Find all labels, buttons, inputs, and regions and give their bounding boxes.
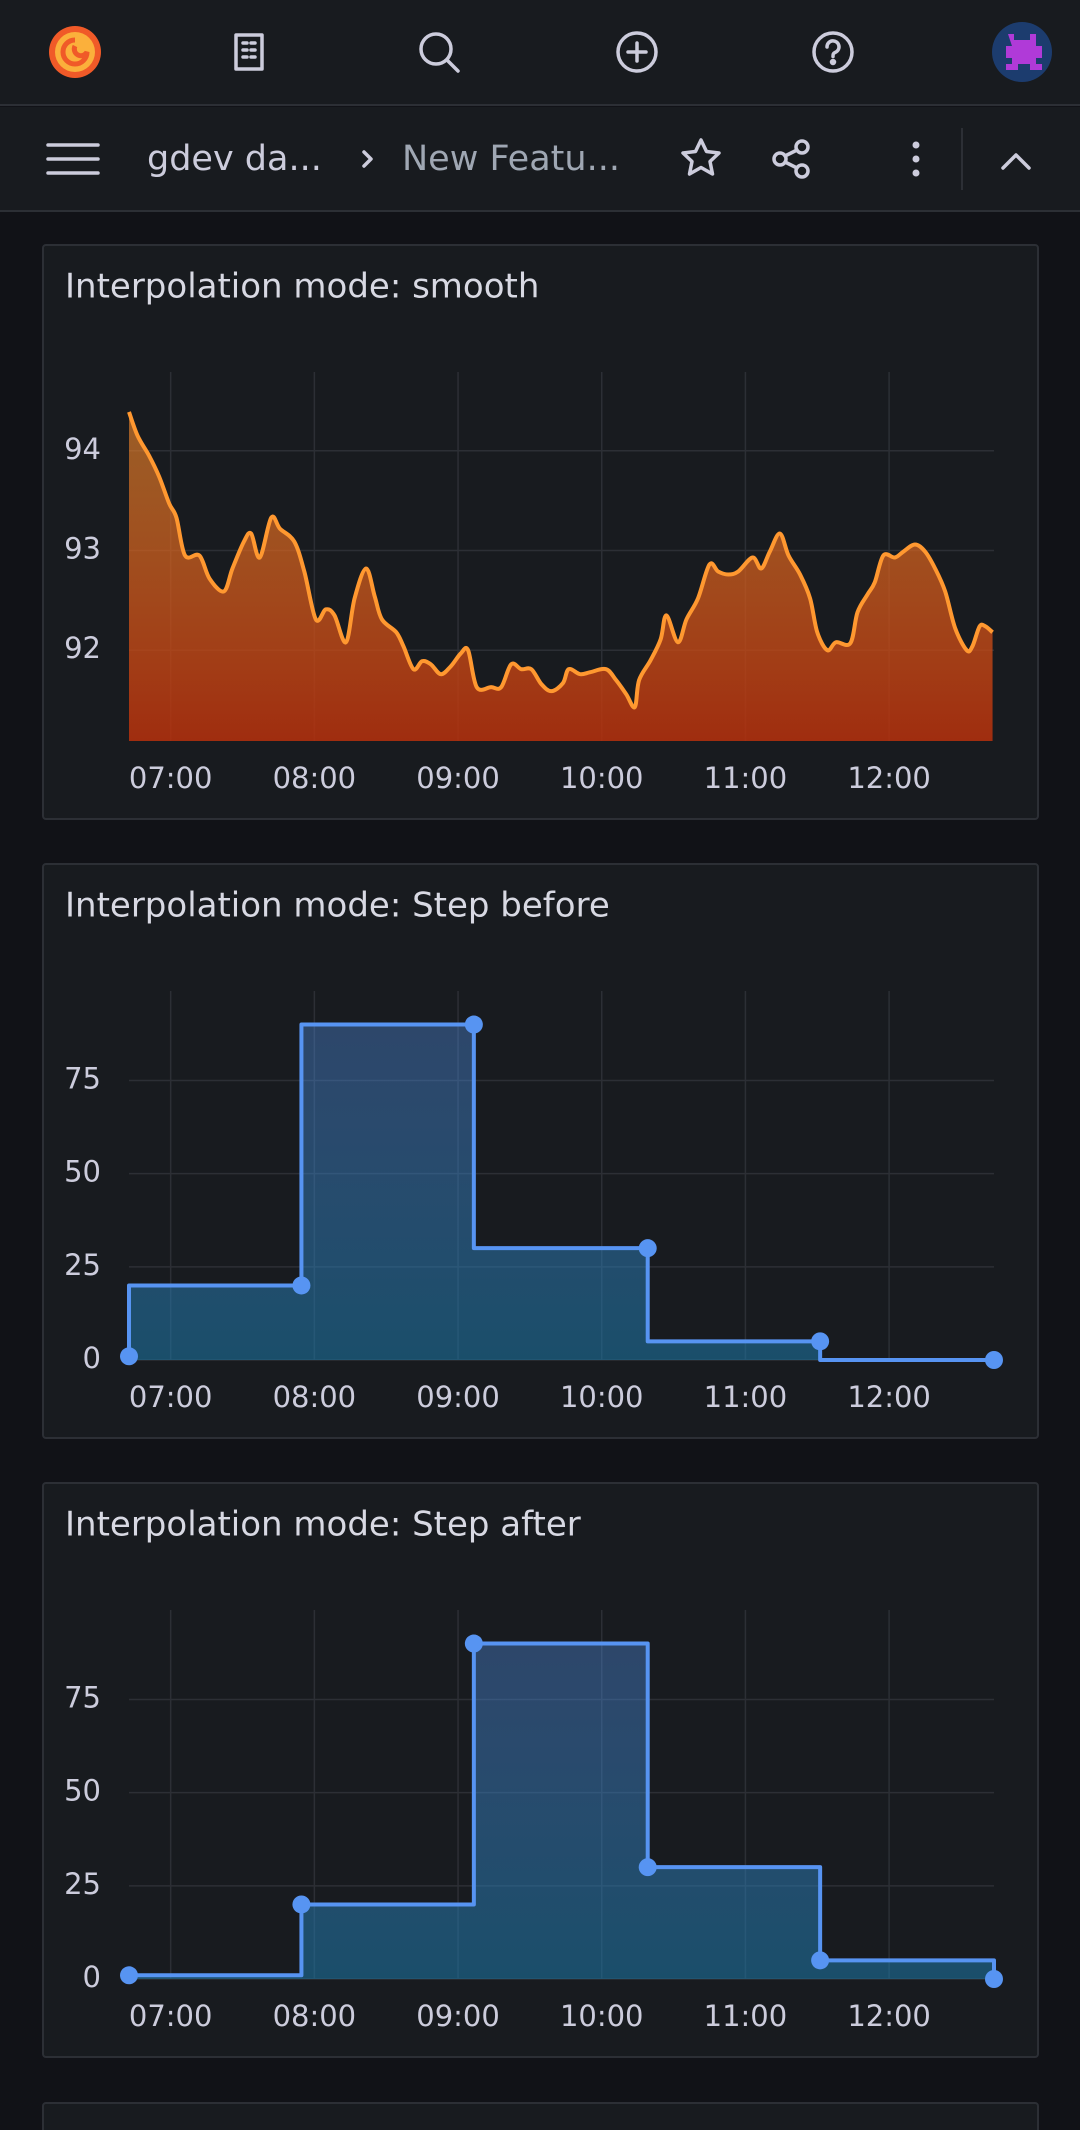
data-point bbox=[638, 1239, 657, 1258]
data-point bbox=[464, 1634, 483, 1653]
data-point bbox=[985, 1351, 1003, 1369]
y-tick-label: 25 bbox=[64, 1248, 101, 1282]
x-tick-label: 09:00 bbox=[416, 1380, 500, 1414]
y-tick-label: 50 bbox=[64, 1155, 101, 1189]
search-icon[interactable] bbox=[419, 32, 460, 73]
x-tick-label: 10:00 bbox=[560, 1999, 644, 2033]
area bbox=[129, 1024, 994, 1360]
toolbar bbox=[0, 107, 1080, 211]
x-tick-label: 11:00 bbox=[704, 1380, 788, 1414]
series-line bbox=[127, 411, 994, 710]
question bbox=[825, 39, 841, 59]
x-tick-label: 09:00 bbox=[416, 1999, 500, 2033]
y-tick-label: 0 bbox=[83, 1960, 101, 1994]
area bbox=[129, 1643, 994, 1979]
building bbox=[234, 33, 264, 71]
panel: Interpolation mode: Step before 07:00 08:0… bbox=[42, 863, 1039, 1439]
x-tick-label: 11:00 bbox=[704, 761, 788, 795]
plus bbox=[626, 41, 648, 63]
panel bbox=[42, 2102, 1039, 2130]
x-tick-label: 07:00 bbox=[129, 1380, 213, 1414]
grafana-logo[interactable] bbox=[49, 26, 101, 78]
share-icon[interactable] bbox=[772, 139, 810, 179]
panel: Interpolation mode: Step after 07:00 08:00… bbox=[42, 1482, 1039, 2058]
x-tick-label: 09:00 bbox=[416, 761, 500, 795]
more-icon[interactable] bbox=[912, 141, 920, 177]
data-point bbox=[985, 1970, 1003, 1988]
data-point bbox=[120, 1966, 138, 1985]
x-tick-label: 08:00 bbox=[273, 761, 357, 795]
data-point bbox=[120, 1347, 138, 1366]
menu-icon[interactable] bbox=[46, 143, 100, 175]
star-icon[interactable] bbox=[681, 138, 721, 176]
data-point bbox=[811, 1332, 830, 1351]
area bbox=[129, 411, 993, 741]
y-tick-label: 94 bbox=[64, 432, 101, 466]
avatar-pixel bbox=[1006, 34, 1042, 70]
series-line bbox=[129, 1641, 996, 1979]
breadcrumb-separator bbox=[362, 150, 373, 168]
data-point bbox=[464, 1015, 483, 1034]
dot bbox=[829, 58, 837, 66]
data-point bbox=[292, 1276, 311, 1295]
x-tick-label: 12:00 bbox=[847, 1380, 931, 1414]
dot bbox=[912, 155, 920, 163]
top-bar bbox=[0, 0, 1080, 105]
y-tick-label: 75 bbox=[64, 1680, 101, 1714]
circle bbox=[812, 31, 854, 73]
y-tick-label: 93 bbox=[64, 532, 101, 566]
x-tick-label: 07:00 bbox=[129, 761, 213, 795]
x-tick-label: 12:00 bbox=[847, 1999, 931, 2033]
y-tick-label: 0 bbox=[83, 1341, 101, 1375]
windows bbox=[241, 41, 257, 59]
logo-swirl bbox=[60, 37, 90, 67]
avatar[interactable] bbox=[992, 22, 1052, 82]
add-icon[interactable] bbox=[616, 31, 658, 73]
x-tick-label: 08:00 bbox=[273, 1999, 357, 2033]
x-tick-label: 11:00 bbox=[704, 1999, 788, 2033]
y-tick-label: 75 bbox=[64, 1061, 101, 1095]
help-icon[interactable] bbox=[812, 31, 854, 73]
data-point bbox=[638, 1858, 657, 1877]
data-point bbox=[292, 1895, 311, 1914]
y-tick-label: 50 bbox=[64, 1774, 101, 1808]
panel-title: Interpolation mode: Step after bbox=[65, 1505, 581, 1545]
data-point bbox=[811, 1951, 830, 1970]
x-tick-label: 07:00 bbox=[129, 1999, 213, 2033]
y-tick-label: 25 bbox=[64, 1867, 101, 1901]
panel: Interpolation mode: smooth 07:00 08:00 09:0… bbox=[42, 244, 1039, 820]
panel-title: Interpolation mode: smooth bbox=[65, 267, 539, 307]
y-tick-label: 92 bbox=[64, 631, 101, 665]
x-tick-label: 12:00 bbox=[847, 761, 931, 795]
x-tick-label: 08:00 bbox=[273, 1380, 357, 1414]
collapse-icon[interactable] bbox=[1001, 153, 1031, 170]
panel-title: Interpolation mode: Step before bbox=[65, 886, 610, 926]
x-tick-label: 10:00 bbox=[560, 1380, 644, 1414]
dot bbox=[912, 141, 920, 149]
breadcrumb-item[interactable]: gdev da... bbox=[147, 139, 322, 179]
dot bbox=[912, 169, 920, 177]
x-tick-label: 10:00 bbox=[560, 761, 644, 795]
node bbox=[794, 163, 810, 179]
handle bbox=[445, 58, 460, 73]
lens bbox=[419, 32, 453, 66]
node bbox=[772, 151, 788, 167]
breadcrumb-item[interactable]: New Featu... bbox=[402, 139, 620, 179]
circle bbox=[616, 31, 658, 73]
node bbox=[794, 139, 810, 155]
org-icon[interactable] bbox=[234, 33, 264, 71]
links bbox=[783, 148, 799, 170]
